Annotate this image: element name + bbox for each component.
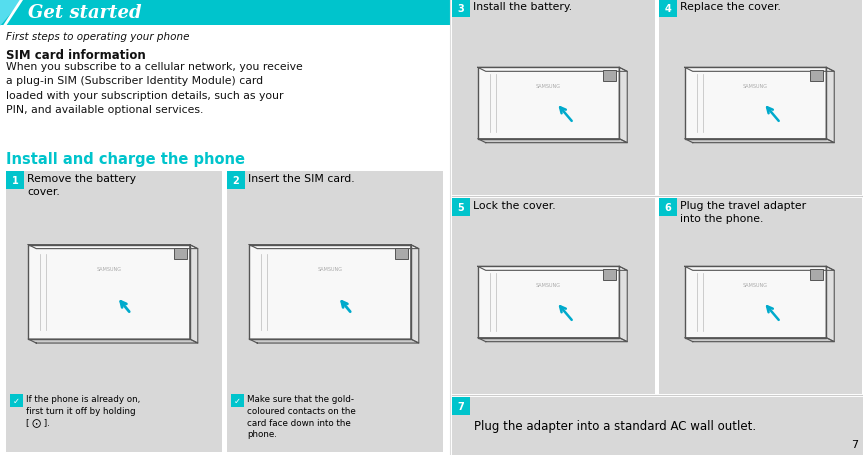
Text: 6: 6 xyxy=(665,202,671,212)
Text: ✓: ✓ xyxy=(234,396,241,405)
Bar xyxy=(6,172,222,452)
Text: SAMSUNG: SAMSUNG xyxy=(536,83,561,88)
Polygon shape xyxy=(620,267,627,342)
Bar xyxy=(10,394,23,407)
Bar xyxy=(603,71,616,82)
Bar xyxy=(173,248,186,259)
Text: Plug the travel adapter
into the phone.: Plug the travel adapter into the phone. xyxy=(680,201,806,224)
Polygon shape xyxy=(28,339,198,343)
Bar xyxy=(659,198,677,217)
Bar xyxy=(603,270,616,281)
Text: ✓: ✓ xyxy=(13,396,20,405)
Text: First steps to operating your phone: First steps to operating your phone xyxy=(6,32,190,42)
Bar xyxy=(394,248,408,259)
Bar xyxy=(0,0,450,26)
Text: 1: 1 xyxy=(11,176,18,186)
Text: 4: 4 xyxy=(665,4,671,14)
Text: SIM card information: SIM card information xyxy=(6,49,146,62)
Bar xyxy=(810,71,823,82)
Text: Install and charge the phone: Install and charge the phone xyxy=(6,152,245,167)
Text: Make sure that the gold-
coloured contacts on the
card face down into the
phone.: Make sure that the gold- coloured contac… xyxy=(247,394,356,439)
Polygon shape xyxy=(826,267,835,342)
Bar xyxy=(478,267,620,338)
Polygon shape xyxy=(190,245,198,343)
Polygon shape xyxy=(684,68,835,72)
Bar xyxy=(249,245,411,339)
Bar xyxy=(452,198,470,217)
Text: Install the battery.: Install the battery. xyxy=(473,2,572,12)
Text: If the phone is already on,
first turn it off by holding
[ ⨀ ].: If the phone is already on, first turn i… xyxy=(26,394,141,427)
Bar xyxy=(452,0,655,196)
Text: 2: 2 xyxy=(233,176,239,186)
Bar xyxy=(452,0,863,455)
Bar xyxy=(659,198,862,394)
Text: When you subscribe to a cellular network, you receive
a plug-in SIM (Subscriber : When you subscribe to a cellular network… xyxy=(6,62,303,115)
Polygon shape xyxy=(684,338,835,342)
Bar xyxy=(227,172,443,452)
Text: SAMSUNG: SAMSUNG xyxy=(318,266,343,271)
Text: Insert the SIM card.: Insert the SIM card. xyxy=(248,174,355,184)
Bar xyxy=(6,172,24,190)
Bar xyxy=(452,198,655,394)
Polygon shape xyxy=(411,245,419,343)
Text: 5: 5 xyxy=(457,202,464,212)
Text: Remove the battery
cover.: Remove the battery cover. xyxy=(27,174,136,197)
Text: SAMSUNG: SAMSUNG xyxy=(743,83,768,88)
Text: Lock the cover.: Lock the cover. xyxy=(473,201,556,211)
Bar xyxy=(478,68,620,139)
Polygon shape xyxy=(620,68,627,143)
Polygon shape xyxy=(684,139,835,143)
Bar xyxy=(684,267,826,338)
Text: 3: 3 xyxy=(457,4,464,14)
Text: Replace the cover.: Replace the cover. xyxy=(680,2,781,12)
Text: 7: 7 xyxy=(457,401,464,411)
Polygon shape xyxy=(478,139,627,143)
Polygon shape xyxy=(478,338,627,342)
Polygon shape xyxy=(0,0,22,26)
Text: Get started: Get started xyxy=(28,4,142,22)
Text: Plug the adapter into a standard AC wall outlet.: Plug the adapter into a standard AC wall… xyxy=(474,420,756,433)
Bar xyxy=(452,0,470,18)
Bar xyxy=(231,394,244,407)
Bar xyxy=(452,397,863,455)
Polygon shape xyxy=(478,267,627,271)
Polygon shape xyxy=(684,267,835,271)
Polygon shape xyxy=(249,339,419,343)
Bar xyxy=(810,270,823,281)
Text: SAMSUNG: SAMSUNG xyxy=(97,266,122,271)
Text: 7: 7 xyxy=(851,439,858,449)
Text: SAMSUNG: SAMSUNG xyxy=(536,282,561,287)
Bar xyxy=(227,172,245,190)
Bar xyxy=(28,245,190,339)
Bar xyxy=(659,0,677,18)
Polygon shape xyxy=(478,68,627,72)
Bar xyxy=(452,397,470,415)
Polygon shape xyxy=(28,245,198,249)
Text: SAMSUNG: SAMSUNG xyxy=(743,282,768,287)
Bar xyxy=(684,68,826,139)
Polygon shape xyxy=(826,68,835,143)
Polygon shape xyxy=(249,245,419,249)
Bar xyxy=(659,0,862,196)
